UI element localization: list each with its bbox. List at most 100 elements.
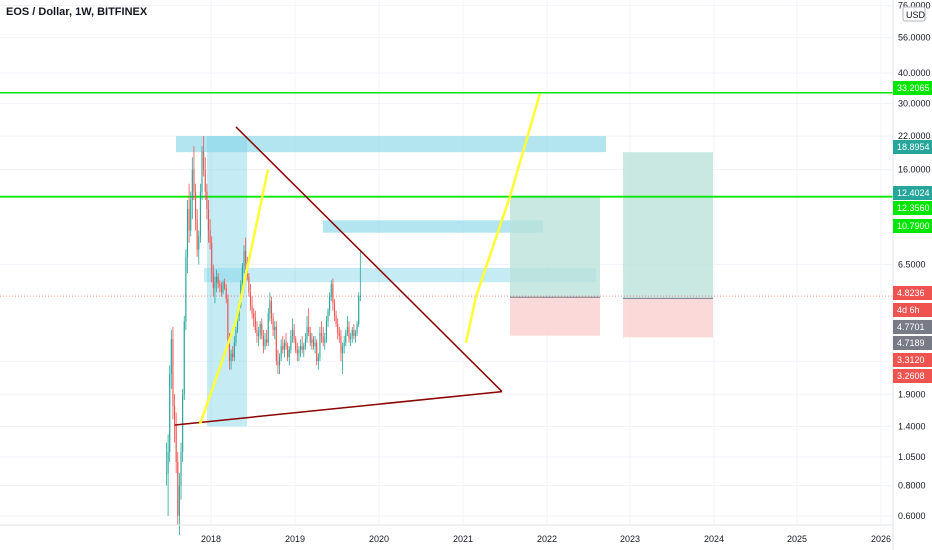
candle-body [182,394,184,452]
candle-body [259,324,261,333]
candle-body [348,326,350,340]
candle-body [188,209,190,231]
price-badge [893,369,932,383]
candle-body [290,336,292,350]
y-tick-label: 16.0000 [898,165,931,175]
stop-box-1 [510,297,600,336]
candle-body [306,326,308,340]
x-tick-label: 2018 [201,534,221,544]
price-badge [893,186,932,200]
candle-body [225,288,227,299]
candle-body [222,282,224,293]
candle-body [345,332,347,343]
price-badge-label: 3.2608 [897,371,925,381]
price-badge-label: 4.8236 [897,288,925,298]
candle-body [207,209,210,231]
candle-body [257,332,260,337]
candle-body [172,339,174,407]
candle-body [275,326,277,362]
candle-body [228,339,231,362]
candle-body [220,286,222,293]
candle-body [309,332,311,343]
candle-body [245,250,247,264]
candle-body [301,346,303,350]
candle-body [283,342,285,350]
y-tick-label: 6.5000 [898,260,926,270]
price-badge [893,201,932,215]
candle-body [274,326,276,330]
currency-label: USD [906,10,926,20]
price-badge-label: 12.3560 [897,203,930,213]
candle-body [303,346,305,350]
candle-body [249,292,252,306]
candle-body [211,242,213,274]
candle-body [282,346,284,350]
price-badge-label: 10.7900 [897,221,930,231]
candle-body [194,191,197,220]
y-tick-label: 30.0000 [898,98,931,108]
candle-body [319,332,321,358]
price-badge-label: 4.7701 [897,322,925,332]
price-badge-label: 3.3120 [897,355,925,365]
price-badge [893,303,932,317]
price-badge-label: 33.2065 [897,83,930,93]
x-tick-label: 2021 [453,534,473,544]
candle-body [204,169,206,192]
target-box-1 [510,196,600,298]
x-tick-label: 2022 [537,534,557,544]
candle-body [256,329,258,337]
candle-body [327,310,329,322]
price-badge-label: 18.8954 [897,142,930,152]
candle-body [175,426,177,462]
candle-body [277,361,279,366]
candle-body [201,151,203,192]
projection-path-forecast [464,93,542,343]
y-tick-label: 22.0000 [898,131,931,141]
candle-body [270,301,273,319]
candle-body [219,284,221,287]
candle-body [235,329,237,343]
candle-body [359,296,361,298]
y-tick-label: 1.4000 [898,422,926,432]
candle-body [343,342,345,347]
candle-body [243,250,245,267]
candle-body [185,256,187,322]
candle-body [196,219,198,250]
candle-body [356,324,358,333]
candle-body [261,324,263,337]
candle-body [167,451,169,474]
candle-body [287,346,289,358]
lower-zone [204,267,596,283]
candle-body [314,342,316,347]
candle-body [217,276,219,285]
target-box-2 [623,152,713,299]
candle-body [206,191,208,210]
candle-body [233,342,235,358]
candle-body [329,296,331,311]
candle-body [296,349,298,354]
candle-body [340,336,342,354]
y-tick-label: 1.0500 [898,452,926,462]
price-badge [893,286,932,300]
candle-body [267,313,269,343]
candle-body [358,296,360,325]
x-tick-label: 2023 [620,534,640,544]
candle-body [311,339,313,343]
candle-body [254,318,256,330]
y-tick-label: 40.0000 [898,68,931,78]
y-tick-label: 76.0000 [898,0,931,10]
candle-body [330,284,332,297]
price-badge-label: 12.4024 [897,188,930,198]
candle-body [354,332,357,337]
candle-body [299,346,302,350]
candle-body [332,284,334,304]
price-badge [893,353,932,367]
candle-body [291,329,294,337]
y-tick-label: 1.9000 [898,389,926,399]
candle-body [214,282,216,289]
currency-box [902,6,926,22]
candle-body [241,266,243,285]
mid-zone [323,220,543,233]
x-tick-label: 2025 [787,534,807,544]
